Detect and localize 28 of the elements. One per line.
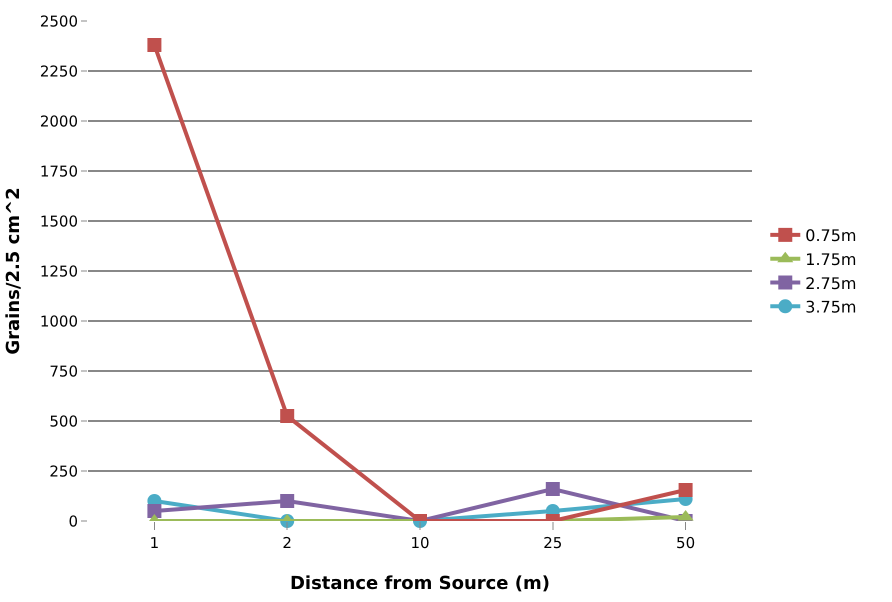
legend-label: 3.75m: [805, 298, 856, 317]
x-tick-label: 10: [410, 534, 430, 552]
y-tick-label: 1000: [40, 312, 78, 330]
y-tick-label: 2000: [40, 112, 78, 130]
y-tick-label: 0: [68, 512, 78, 530]
y-tick-label: 500: [49, 412, 78, 430]
point: [280, 409, 294, 423]
x-tick-label: 25: [543, 534, 562, 552]
x-tick-label: 1: [150, 534, 160, 552]
y-tick-label: 1750: [40, 162, 78, 180]
y-axis-title: Grains/2.5 cm^2: [3, 187, 24, 355]
x-tick-label: 50: [676, 534, 696, 552]
legend-label: 2.75m: [805, 274, 856, 293]
y-tick-label: 2500: [40, 12, 78, 30]
y-tick-label: 250: [49, 462, 78, 480]
point: [147, 504, 162, 518]
y-tick-label: 1250: [40, 262, 78, 280]
y-tick-label: 1500: [40, 212, 78, 230]
y-tick-label: 2250: [40, 62, 78, 80]
legend-label: 0.75m: [805, 226, 856, 246]
point: [147, 38, 162, 52]
point: [678, 483, 693, 497]
legend-label: 1.75m: [805, 250, 856, 269]
y-tick-label: 750: [49, 362, 78, 380]
x-tick-label: 2: [282, 534, 292, 552]
x-axis-title: Distance from Source (m): [290, 573, 550, 594]
point: [280, 494, 294, 508]
point: [546, 482, 560, 496]
